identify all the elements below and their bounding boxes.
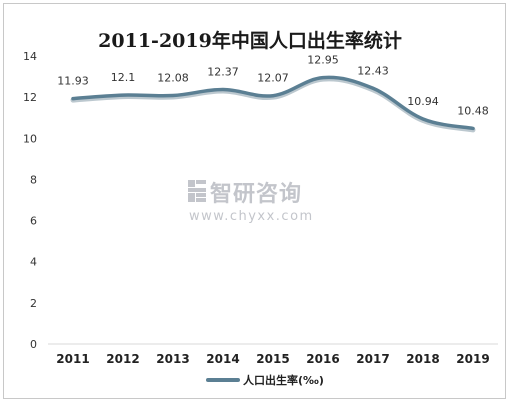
data-point (471, 126, 475, 130)
y-tick-label: 8 (30, 173, 37, 186)
chart-frame: 2011-2019年中国人口出生率统计 智研咨询 www.chyxx.com 0… (3, 3, 506, 399)
x-tick-label: 2016 (306, 352, 339, 366)
watermark-url: www.chyxx.com (189, 209, 314, 224)
data-label: 12.1 (111, 71, 136, 84)
chart-title: 2011-2019年中国人口出生率统计 (98, 29, 402, 52)
x-tick-label: 2012 (106, 352, 139, 366)
data-point (421, 117, 425, 121)
data-point (171, 93, 175, 97)
data-point (271, 94, 275, 98)
x-tick-label: 2011 (56, 352, 89, 366)
watermark: 智研咨询 www.chyxx.com (188, 180, 314, 224)
data-point (71, 97, 75, 101)
data-point (371, 86, 375, 90)
line-chart: 2011-2019年中国人口出生率统计 智研咨询 www.chyxx.com 0… (23, 29, 498, 387)
data-point (321, 76, 325, 80)
watermark-text: 智研咨询 (210, 181, 302, 207)
y-tick-label: 4 (30, 256, 37, 269)
data-label: 12.95 (307, 54, 339, 67)
y-tick-label: 10 (23, 132, 37, 145)
data-label: 10.94 (407, 95, 439, 108)
y-tick-label: 12 (23, 91, 37, 104)
x-tick-label: 2015 (256, 352, 289, 366)
data-label: 12.43 (357, 64, 389, 77)
y-tick-label: 2 (30, 297, 37, 310)
data-label: 10.48 (457, 104, 489, 117)
x-tick-label: 2013 (156, 352, 189, 366)
series-layer (70, 75, 476, 133)
x-tick-label: 2017 (356, 352, 389, 366)
data-label: 12.07 (257, 72, 289, 85)
data-label: 11.93 (57, 75, 89, 88)
chyxx-logo-icon (188, 180, 206, 202)
x-axis: 2011 2012 2013 2014 2015 2016 2017 2018 2019 (48, 343, 498, 366)
data-point (121, 93, 125, 97)
data-label: 12.37 (207, 66, 239, 79)
legend: 人口出生率(‰) (206, 373, 324, 387)
data-label: 12.08 (157, 71, 189, 84)
y-tick-label: 14 (23, 50, 37, 63)
x-tick-label: 2014 (206, 352, 239, 366)
y-tick-label: 0 (30, 338, 37, 351)
data-labels: 11.93 12.1 12.08 12.37 12.07 12.95 12.43 10.94 1… (57, 54, 489, 118)
x-tick-label: 2018 (406, 352, 439, 366)
x-tick-label: 2019 (456, 352, 489, 366)
y-axis: 0 2 4 6 8 10 12 14 (23, 50, 37, 351)
data-point (221, 88, 225, 92)
legend-label: 人口出生率(‰) (243, 373, 324, 387)
y-tick-label: 6 (30, 215, 37, 228)
